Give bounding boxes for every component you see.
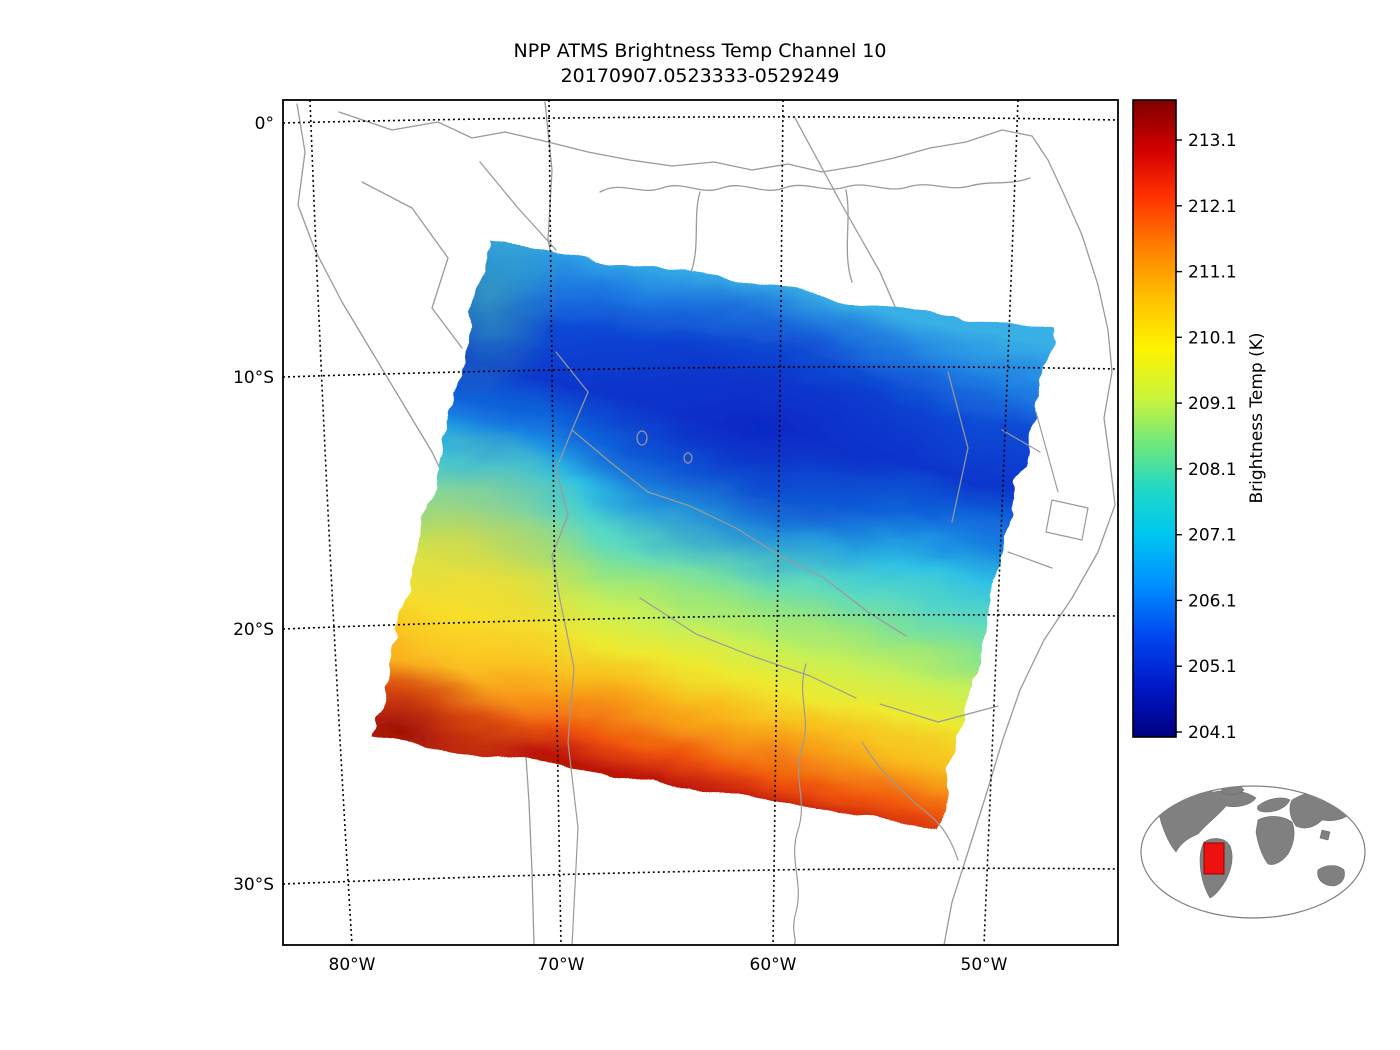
colorbar-ticks (1176, 139, 1182, 733)
colorbar-tick-labels: 213.1 212.1 211.1 210.1 209.1 208.1 207.… (1188, 131, 1237, 743)
swath (372, 240, 1052, 828)
cbar-tick: 210.1 (1188, 328, 1237, 348)
brazil-state-borders (879, 371, 1059, 723)
inset-swath-highlight (1203, 842, 1225, 875)
y-axis-labels: 0° 10°S 20°S 30°S (233, 114, 274, 895)
chart-title: NPP ATMS Brightness Temp Channel 10 (514, 40, 887, 62)
plot-frame (282, 99, 1119, 946)
river-tributary (845, 189, 853, 283)
x-tick-70w: 70°W (538, 955, 585, 975)
parallel-10s (283, 366, 1118, 378)
parallel-0 (283, 116, 1118, 124)
x-axis-labels: 80°W 70°W 60°W 50°W (329, 955, 1008, 975)
paraguay-river (793, 663, 807, 945)
graticule (283, 100, 1118, 945)
cbar-tick: 204.1 (1188, 723, 1237, 743)
chile-argentina-border (559, 599, 579, 945)
parana-river (861, 741, 959, 861)
y-tick-0: 0° (255, 114, 274, 134)
y-tick-10s: 10°S (233, 368, 274, 388)
parallel-30s (283, 867, 1118, 885)
cbar-tick: 205.1 (1188, 657, 1237, 677)
continent-europe (1257, 797, 1291, 813)
lake (683, 452, 693, 464)
continent-se-asia (1319, 829, 1331, 841)
lake (636, 430, 648, 446)
x-tick-60w: 60°W (750, 955, 797, 975)
meridian-60w (772, 100, 784, 945)
amazon-river (599, 177, 1031, 193)
colorbar: 213.1 212.1 211.1 210.1 209.1 208.1 207.… (1132, 99, 1267, 743)
swath-cold-core (546, 273, 974, 587)
meridian-70w (548, 100, 562, 945)
peru-brazil-bolivia-border (555, 351, 907, 637)
colorbar-gradient (1132, 99, 1177, 738)
cbar-tick: 211.1 (1188, 263, 1237, 283)
colorbar-axis-label: Brightness Temp (K) (1247, 332, 1267, 503)
cbar-tick: 212.1 (1188, 197, 1237, 217)
map-area (283, 100, 1118, 945)
country-borders (551, 351, 1089, 945)
cbar-tick: 213.1 (1188, 131, 1237, 151)
y-tick-20s: 20°S (233, 620, 274, 640)
cbar-tick: 207.1 (1188, 526, 1237, 546)
meridian-50w (983, 100, 1019, 945)
continent-north-america (1157, 790, 1257, 853)
cbar-tick: 206.1 (1188, 591, 1237, 611)
meridian-80w (309, 100, 353, 945)
continent-australia (1317, 865, 1345, 887)
guyana-border (794, 117, 907, 333)
x-tick-80w: 80°W (329, 955, 376, 975)
cbar-tick: 209.1 (1188, 394, 1237, 414)
cbar-tick: 208.1 (1188, 460, 1237, 480)
inset-locator-map (1140, 785, 1366, 919)
atlantic-coastline (338, 111, 1116, 945)
bolivia-paraguay-border (639, 597, 857, 699)
state-box (1045, 499, 1089, 541)
y-tick-30s: 30°S (233, 875, 274, 895)
chart-subtitle: 20170907.0523333-0529249 (561, 65, 840, 87)
x-tick-50w: 50°W (961, 955, 1008, 975)
continent-africa (1255, 816, 1295, 865)
